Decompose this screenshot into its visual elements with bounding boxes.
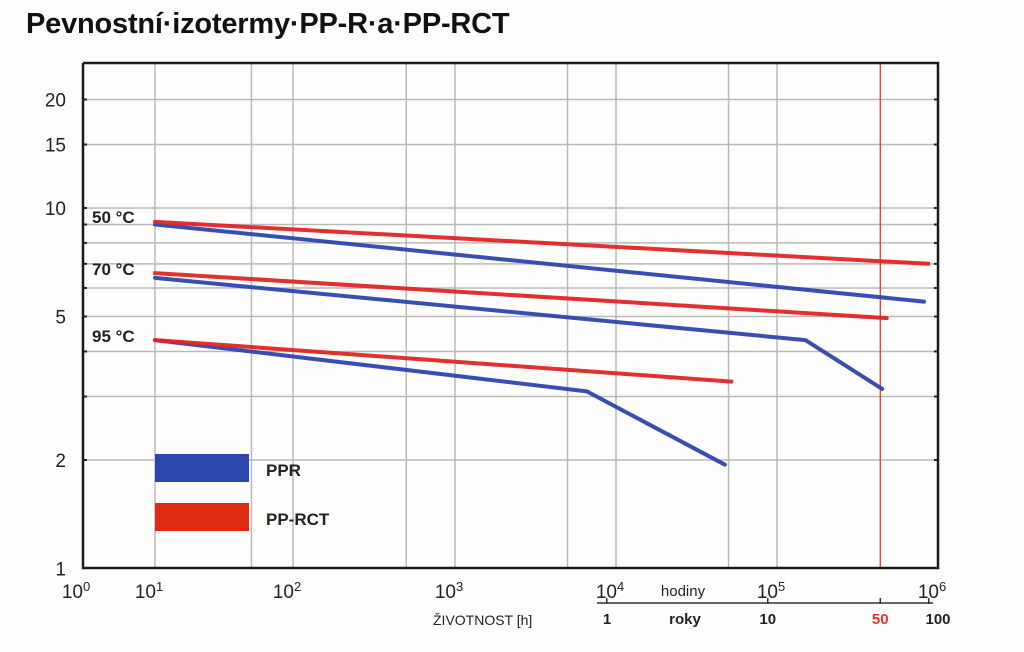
x-tick-exponent: 0 [83, 579, 90, 594]
plot-frame [81, 61, 940, 570]
x-tick-label: 103 [435, 579, 463, 603]
x-tick-labels: 100 101 102 103 104 105 106 [62, 579, 946, 603]
series-line-pp-rct-70c [153, 271, 889, 321]
series-line-pp-rct-50c [153, 219, 931, 266]
secondary-axis-year-label: 100 [925, 611, 950, 628]
x-tick-label: 100 [62, 579, 90, 603]
series-line-ppr-50c [153, 222, 927, 304]
x-tick-exponent: 2 [294, 579, 301, 594]
y-tick-labels: 1 2 5 10 15 20 [45, 90, 66, 580]
legend-label-ppr: PPR [266, 461, 301, 480]
hours-label: hodiny [661, 583, 706, 600]
grid-lines [83, 63, 938, 568]
y-tick-label: 15 [45, 136, 66, 157]
x-tick-exponent: 6 [939, 579, 946, 594]
x-tick-label: 102 [273, 579, 301, 603]
temperature-label: 70 °C [92, 260, 135, 279]
x-tick-label: 104 [596, 579, 624, 603]
y-tick-label: 1 [55, 560, 66, 581]
temperature-labels: 50 °C 70 °C 95 °C [92, 208, 135, 346]
series-lines [153, 219, 931, 467]
series-line-ppr-70c [153, 275, 885, 391]
plot-frame-border [81, 61, 940, 570]
chart-title: Pevnostní·izotermy·PP-R·a·PP-RCT [26, 8, 510, 40]
y-tick-label: 20 [45, 90, 66, 111]
x-tick-exponent: 1 [156, 579, 163, 594]
secondary-axis: hodiny roky 1 10 50 100 [597, 583, 951, 628]
x-tick-label: 101 [135, 579, 163, 603]
legend-swatch-pp-rct [155, 503, 249, 531]
y-tick-label: 5 [55, 308, 66, 329]
x-tick-label: 105 [757, 579, 785, 603]
secondary-axis-year-label: 1 [603, 611, 611, 628]
legend-swatch-ppr [155, 454, 249, 482]
secondary-axis-year-label: 50 [872, 611, 889, 628]
secondary-axis-year-label: 10 [759, 611, 776, 628]
x-tick-exponent: 4 [617, 579, 624, 594]
years-label: roky [669, 611, 701, 628]
legend-label-pp-rct: PP-RCT [266, 510, 330, 529]
temperature-label: 95 °C [92, 327, 135, 346]
x-tick-exponent: 5 [778, 579, 785, 594]
y-tick-label: 2 [55, 451, 66, 472]
series-line-pp-rct-95c [153, 338, 734, 384]
x-tick-exponent: 3 [456, 579, 463, 594]
x-axis-title: ŽIVOTNOST [h] [433, 612, 532, 628]
temperature-label: 50 °C [92, 208, 135, 227]
legend: PPR PP-RCT [155, 454, 330, 531]
y-tick-label: 10 [45, 199, 66, 220]
series-line-ppr-95c [153, 338, 727, 467]
x-tick-label: 106 [918, 579, 946, 603]
